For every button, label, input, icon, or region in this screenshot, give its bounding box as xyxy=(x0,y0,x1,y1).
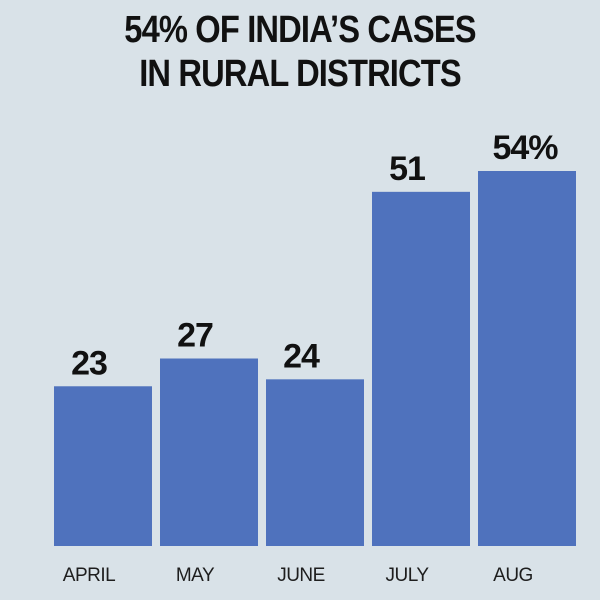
value-label-may: 27 xyxy=(177,317,213,355)
category-label-may: MAY xyxy=(176,565,215,586)
bar-may xyxy=(160,358,258,546)
category-label-aug: AUG xyxy=(493,565,533,586)
chart-title-line-1: 54% OF INDIA’S CASES xyxy=(124,9,476,51)
bar-july xyxy=(372,191,470,547)
chart-title-line-2: IN RURAL DISTRICTS xyxy=(139,53,461,95)
bar-june xyxy=(266,379,364,546)
value-label-aug: 54% xyxy=(492,129,558,167)
category-label-july: JULY xyxy=(385,565,429,586)
bar-aug xyxy=(478,171,576,546)
category-label-april: APRIL xyxy=(63,565,115,586)
bar-april xyxy=(54,386,152,546)
value-label-july: 51 xyxy=(389,150,425,188)
value-label-june: 24 xyxy=(283,337,320,375)
value-label-april: 23 xyxy=(71,344,107,382)
category-label-june: JUNE xyxy=(277,565,325,586)
